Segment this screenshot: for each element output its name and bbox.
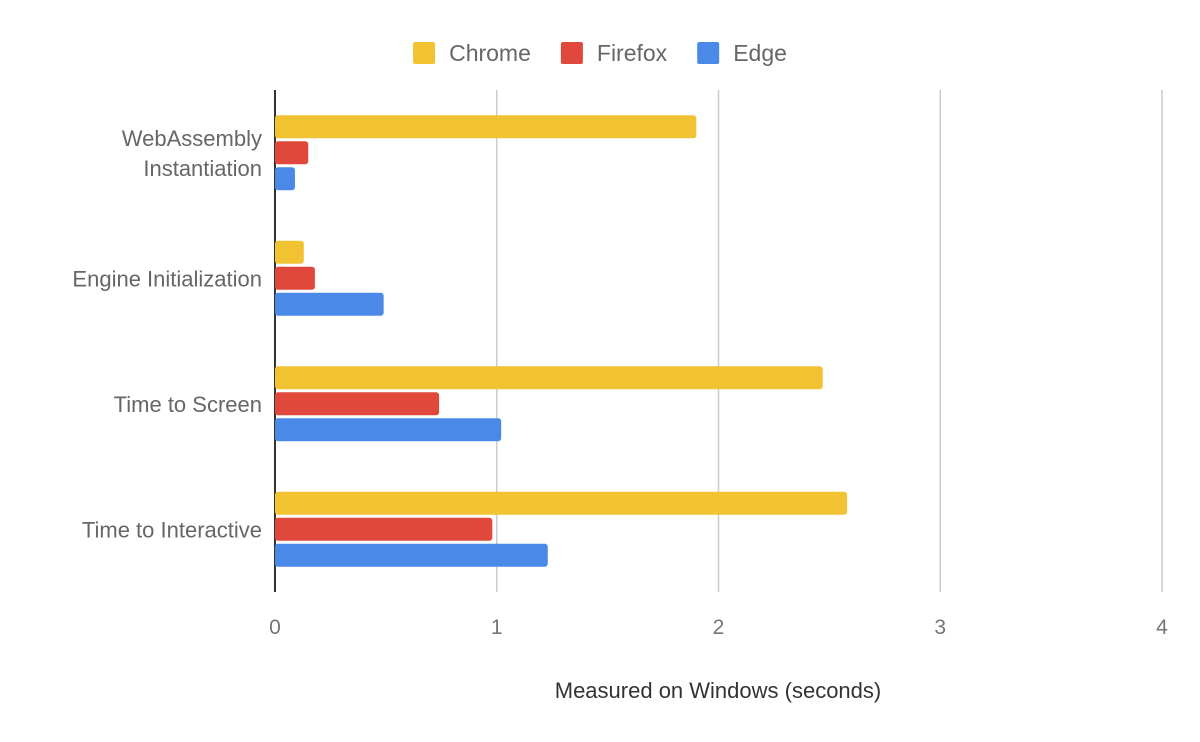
legend-label-chrome: Chrome	[449, 40, 531, 66]
x-tick-label: 1	[491, 616, 503, 639]
bar-firefox-3	[275, 517, 493, 541]
legend: Chrome Firefox Edge	[413, 40, 787, 66]
x-tick-label: 0	[269, 616, 281, 639]
bar-edge-0	[275, 167, 295, 191]
bar-firefox-1	[275, 266, 315, 290]
bar-edge-2	[275, 418, 502, 442]
bar-chrome-2	[275, 366, 823, 390]
category-label: Time to Screen	[114, 392, 262, 417]
category-label: Engine Initialization	[72, 266, 262, 291]
legend-swatch-chrome	[413, 42, 436, 64]
bar-firefox-2	[275, 392, 440, 416]
x-tick-label: 2	[713, 616, 725, 639]
legend-swatch-firefox	[560, 42, 583, 64]
x-axis-title: Measured on Windows (seconds)	[555, 678, 881, 703]
bar-chrome-0	[275, 115, 697, 139]
bar-firefox-0	[275, 141, 309, 165]
category-label: Time to Interactive	[82, 517, 262, 542]
legend-label-firefox: Firefox	[597, 40, 668, 66]
bar-edge-1	[275, 292, 384, 316]
category-label: Instantiation	[143, 156, 262, 181]
x-tick-label: 3	[934, 616, 946, 639]
bars	[275, 115, 848, 567]
legend-label-edge: Edge	[733, 40, 787, 66]
x-tick-label: 4	[1156, 616, 1168, 639]
bar-chrome-3	[275, 491, 848, 515]
bar-chrome-1	[275, 240, 304, 264]
x-tick-labels: 0 1 2 3 4	[269, 616, 1168, 639]
gridlines	[274, 90, 1163, 592]
legend-swatch-edge	[697, 42, 720, 64]
category-label: WebAssembly	[122, 126, 262, 151]
bar-edge-3	[275, 543, 548, 567]
category-labels: WebAssembly Instantiation Engine Initializ…	[72, 126, 262, 543]
